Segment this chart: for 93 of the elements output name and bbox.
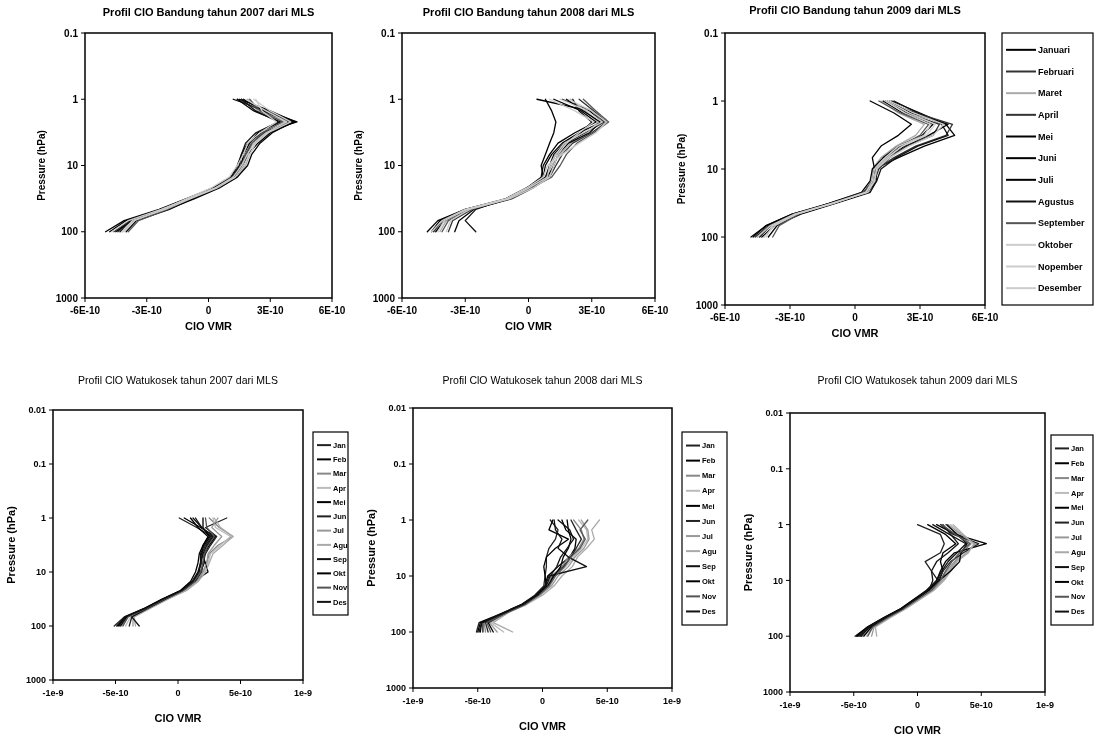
x-tick-label: 3E-10	[256, 305, 285, 316]
y-tick-label: 1000	[55, 292, 79, 304]
x-tick-label: -3E-10	[774, 312, 806, 323]
x-tick-label: 6E-10	[971, 312, 999, 323]
x-tick-label: -1e-9	[402, 696, 424, 706]
x-tick-label: 6E-10	[641, 305, 669, 316]
y-axis-title: Pressure (hPa)	[365, 508, 377, 587]
chart-title: Profil ClO Watukosek tahun 2008 dari MLS	[442, 374, 643, 386]
x-tick-label: 3E-10	[906, 312, 934, 323]
x-tick-label: 0	[175, 688, 181, 698]
y-tick-label: 0.1	[33, 459, 46, 470]
y-tick-label: 10	[772, 575, 783, 586]
legend-label: Maret	[1038, 88, 1063, 99]
legend-label: Februari	[1038, 66, 1075, 77]
x-tick-label: -6E-10	[69, 305, 101, 316]
x-tick-label: -5e-10	[102, 688, 129, 698]
x-tick-label: 1e-9	[662, 696, 682, 706]
y-axis-title: Pressure (hPa)	[353, 130, 364, 201]
x-tick-label: 0	[539, 696, 546, 706]
y-tick-label: 0.1	[770, 463, 783, 474]
legend-label: Agustus	[1038, 196, 1074, 207]
y-tick-label: 1	[712, 95, 719, 107]
y-tick-label: 100	[701, 231, 719, 243]
x-axis-title: ClO VMR	[504, 320, 553, 332]
x-tick-label: 1e-9	[1035, 700, 1055, 710]
y-tick-label: 100	[767, 631, 783, 642]
y-tick-label: 1	[72, 93, 79, 105]
x-tick-label: -3E-10	[450, 305, 481, 316]
chart-title: Profil ClO Bandung tahun 2009 dari MLS	[749, 4, 961, 16]
x-tick-label: -6E-10	[709, 312, 741, 323]
y-tick-label: 0.1	[393, 459, 406, 470]
x-tick-label: 0	[852, 312, 859, 323]
y-tick-label: 100	[378, 226, 396, 238]
legend-label: Nopember	[1038, 261, 1084, 272]
x-tick-label: 5e-10	[228, 688, 253, 698]
y-tick-label: 0.01	[28, 405, 46, 416]
x-axis-title: ClO VMR	[154, 712, 202, 724]
legend-label: Juni	[1038, 153, 1057, 164]
y-tick-label: 1	[400, 515, 406, 526]
chart-title: Profil ClO Watukosek tahun 2009 dari MLS	[817, 374, 1018, 386]
x-tick-label: 1e-9	[293, 688, 313, 698]
chart-title: Profil ClO Bandung tahun 2007 dari MLS	[102, 6, 315, 18]
x-tick-label: -5e-10	[840, 700, 867, 710]
legend-label: Oktober	[1038, 239, 1073, 250]
y-tick-label: 1000	[385, 683, 406, 694]
y-tick-label: 10	[66, 160, 79, 171]
y-tick-label: 1000	[25, 675, 46, 686]
y-axis-title: Pressure (hPa)	[676, 133, 687, 205]
x-axis-title: ClO VMR	[893, 724, 942, 736]
y-tick-label: 1000	[372, 292, 396, 304]
y-tick-label: 0.1	[381, 27, 396, 39]
x-tick-label: 6E-10	[318, 305, 346, 316]
legend-label: September	[1038, 218, 1086, 229]
x-tick-label: -5e-10	[464, 696, 491, 706]
x-axis-title: ClO VMR	[831, 327, 879, 339]
x-axis-title: ClO VMR	[184, 320, 233, 332]
y-tick-label: 1	[40, 513, 46, 524]
x-tick-label: 5e-10	[595, 696, 619, 706]
y-tick-label: 10	[706, 163, 719, 175]
y-tick-label: 10	[383, 160, 396, 171]
chart-title: Profil ClO Watukosek tahun 2007 dari MLS	[78, 374, 278, 386]
y-tick-label: 10	[35, 567, 46, 578]
y-tick-label: 100	[390, 627, 406, 638]
x-tick-label: 3E-10	[578, 305, 606, 316]
x-tick-label: 0	[914, 700, 921, 710]
legend-label: Mei	[1038, 131, 1054, 142]
x-tick-label: 0	[205, 305, 212, 316]
y-tick-label: 1000	[695, 299, 719, 311]
y-tick-label: 0.01	[765, 408, 783, 419]
x-tick-label: -1e-9	[779, 700, 801, 710]
y-tick-label: 100	[61, 226, 79, 238]
y-tick-label: 0.01	[388, 403, 406, 414]
y-tick-label: 100	[30, 621, 46, 632]
x-axis-title: ClO VMR	[518, 720, 567, 732]
legend-label: Juli	[1038, 174, 1054, 185]
legend-label: Januari	[1038, 44, 1071, 55]
y-tick-label: 10	[395, 571, 406, 582]
y-axis-title: Pressure (hPa)	[36, 130, 47, 201]
y-axis-title: Pressure (hPa)	[5, 505, 17, 584]
x-tick-label: -6E-10	[386, 305, 418, 316]
legend-label: April	[1038, 109, 1059, 120]
y-tick-label: 1000	[762, 687, 783, 698]
y-tick-label: 0.1	[704, 27, 719, 39]
x-tick-label: 5e-10	[969, 700, 993, 710]
x-tick-label: -3E-10	[131, 305, 163, 316]
y-tick-label: 1	[777, 519, 783, 530]
y-tick-label: 0.1	[64, 27, 79, 39]
x-tick-label: -1e-9	[42, 688, 64, 698]
y-axis-title: Pressure (hPa)	[742, 513, 754, 592]
chart-title: Profil ClO Bandung tahun 2008 dari MLS	[422, 6, 635, 18]
legend-label: Desember	[1038, 283, 1083, 294]
x-tick-label: 0	[525, 305, 532, 316]
y-tick-label: 1	[389, 93, 396, 105]
